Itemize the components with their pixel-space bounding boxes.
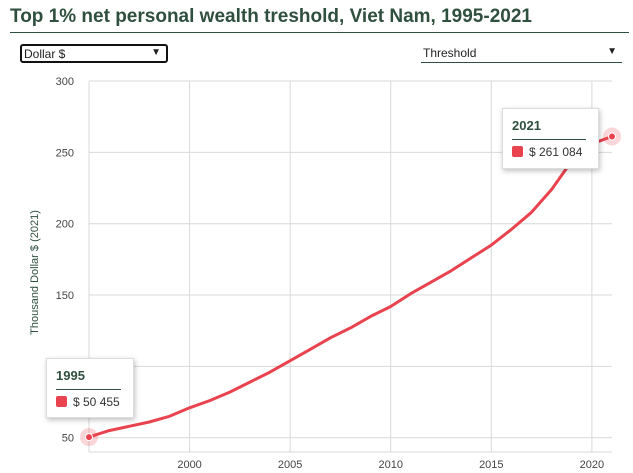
tooltip-year: 1995 (56, 368, 85, 383)
series-line (87, 135, 614, 439)
tooltip-end: 2021 $ 261 084 (502, 108, 599, 169)
chevron-down-icon: ▼ (151, 47, 161, 58)
x-tick-label: 2010 (378, 459, 402, 471)
currency-select[interactable]: Dollar $ ▼ (20, 44, 168, 63)
indicator-select-value: Threshold (423, 46, 477, 60)
chevron-down-icon: ▼ (607, 46, 617, 57)
tooltip-year: 2021 (512, 118, 541, 133)
x-tick-label: 2000 (177, 459, 201, 471)
chart-title: Top 1% net personal wealth treshold, Vie… (10, 6, 532, 27)
data-point-marker (608, 132, 616, 141)
indicator-select[interactable]: Threshold ▼ (421, 45, 622, 63)
data-point-marker (85, 433, 93, 442)
y-tick-label: 150 (56, 290, 74, 302)
tooltip-value: $ 50 455 (73, 395, 120, 409)
tooltip-divider (56, 389, 121, 390)
y-axis-title: Thousand Dollar $ (2021) (29, 210, 41, 335)
tooltip-divider (512, 139, 586, 140)
legend-swatch (56, 396, 67, 407)
y-tick-label: 300 (56, 76, 74, 88)
markers-layer (80, 127, 621, 447)
title-divider (10, 32, 629, 33)
series-layer (87, 135, 614, 439)
x-tick-label: 2015 (479, 459, 503, 471)
x-tick-label: 2020 (580, 459, 604, 471)
y-tick-label: 250 (56, 147, 74, 159)
x-tick-label: 2005 (278, 459, 302, 471)
tooltip-start: 1995 $ 50 455 (46, 358, 134, 418)
y-tick-label: 50 (62, 433, 74, 445)
y-tick-label: 200 (56, 219, 74, 231)
tooltip-value: $ 261 084 (529, 145, 583, 159)
legend-swatch (512, 146, 523, 157)
currency-select-value: Dollar $ (24, 47, 66, 61)
